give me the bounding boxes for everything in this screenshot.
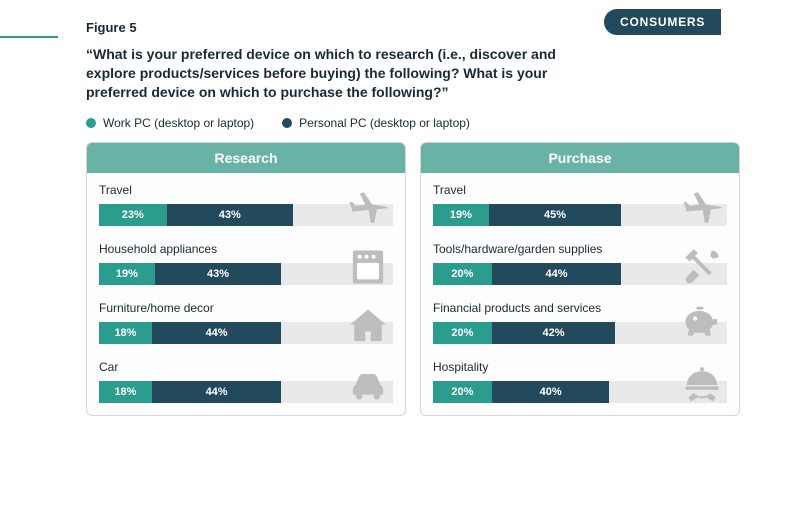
chart-row: Hospitality20%40% bbox=[433, 360, 727, 405]
bar-area: 19%43% bbox=[99, 261, 393, 287]
consumers-badge: CONSUMERS bbox=[604, 9, 721, 35]
panels-container: Research Travel23%43% Household appliances… bbox=[86, 142, 740, 416]
bar-area: 20%44% bbox=[433, 261, 727, 287]
house-icon bbox=[343, 302, 393, 350]
chart-row: Travel19%45% bbox=[433, 183, 727, 228]
bar-segment-work-pc: 20% bbox=[433, 381, 492, 403]
bar-area: 20%40% bbox=[433, 379, 727, 405]
bar-area: 23%43% bbox=[99, 202, 393, 228]
tools-icon bbox=[677, 243, 727, 291]
bar-area: 20%42% bbox=[433, 320, 727, 346]
chart-row: Travel23%43% bbox=[99, 183, 393, 228]
bar-segment-personal-pc: 40% bbox=[492, 381, 610, 403]
bar-segment-work-pc: 18% bbox=[99, 322, 152, 344]
chart-row: Car18%44% bbox=[99, 360, 393, 405]
chart-row: Financial products and services20%42% bbox=[433, 301, 727, 346]
legend-label: Personal PC (desktop or laptop) bbox=[299, 116, 470, 130]
bar-area: 18%44% bbox=[99, 320, 393, 346]
panel-body: Travel23%43% Household appliances19%43% Fu… bbox=[87, 173, 405, 415]
bar-area: 19%45% bbox=[433, 202, 727, 228]
plane-icon bbox=[677, 184, 727, 232]
cloche-icon bbox=[677, 361, 727, 409]
oven-icon bbox=[343, 243, 393, 291]
bar-segment-personal-pc: 44% bbox=[492, 263, 621, 285]
chart-panel: Research Travel23%43% Household appliances… bbox=[86, 142, 406, 416]
accent-rule bbox=[0, 36, 58, 38]
chart-row: Tools/hardware/garden supplies20%44% bbox=[433, 242, 727, 287]
question-text: “What is your preferred device on which … bbox=[86, 45, 586, 102]
bar-segment-work-pc: 18% bbox=[99, 381, 152, 403]
plane-icon bbox=[343, 184, 393, 232]
car-icon bbox=[343, 361, 393, 409]
legend: Work PC (desktop or laptop) Personal PC … bbox=[86, 116, 740, 130]
legend-swatch bbox=[282, 118, 292, 128]
bar-segment-work-pc: 20% bbox=[433, 322, 492, 344]
badge-text: CONSUMERS bbox=[620, 15, 705, 29]
legend-label: Work PC (desktop or laptop) bbox=[103, 116, 254, 130]
figure-container: Figure 5 “What is your preferred device … bbox=[0, 0, 800, 428]
chart-panel: Purchase Travel19%45% Tools/hardware/garde… bbox=[420, 142, 740, 416]
bar-segment-work-pc: 23% bbox=[99, 204, 167, 226]
chart-row: Furniture/home decor18%44% bbox=[99, 301, 393, 346]
bar-segment-personal-pc: 44% bbox=[152, 322, 281, 344]
bar-segment-work-pc: 19% bbox=[433, 204, 489, 226]
bar-segment-personal-pc: 42% bbox=[492, 322, 615, 344]
panel-body: Travel19%45% Tools/hardware/garden suppli… bbox=[421, 173, 739, 415]
bar-segment-personal-pc: 43% bbox=[167, 204, 293, 226]
bar-segment-personal-pc: 43% bbox=[155, 263, 281, 285]
chart-row: Household appliances19%43% bbox=[99, 242, 393, 287]
bar-segment-work-pc: 19% bbox=[99, 263, 155, 285]
legend-item-work-pc: Work PC (desktop or laptop) bbox=[86, 116, 254, 130]
bar-segment-personal-pc: 44% bbox=[152, 381, 281, 403]
legend-swatch bbox=[86, 118, 96, 128]
bar-segment-personal-pc: 45% bbox=[489, 204, 621, 226]
panel-header: Research bbox=[87, 143, 405, 173]
legend-item-personal-pc: Personal PC (desktop or laptop) bbox=[282, 116, 470, 130]
panel-header: Purchase bbox=[421, 143, 739, 173]
header-row: “What is your preferred device on which … bbox=[86, 45, 740, 102]
bar-segment-work-pc: 20% bbox=[433, 263, 492, 285]
bar-area: 18%44% bbox=[99, 379, 393, 405]
piggy-icon bbox=[677, 302, 727, 350]
